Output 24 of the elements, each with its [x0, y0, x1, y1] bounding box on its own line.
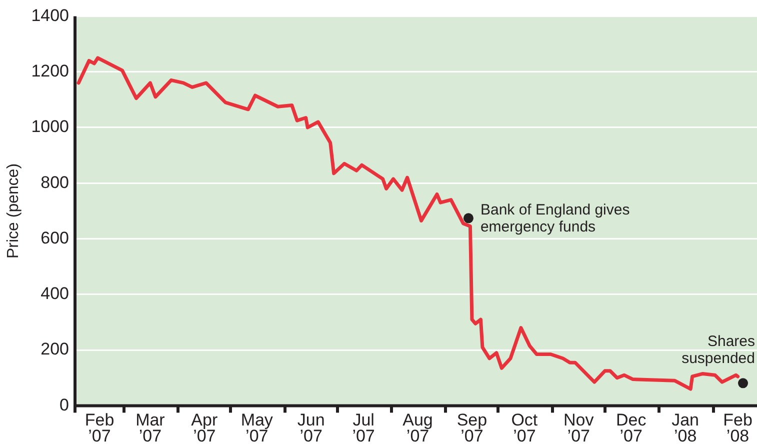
y-axis-title: Price (pence) — [5, 163, 22, 259]
y-tick-label: 600 — [40, 228, 70, 248]
x-tick-label: Feb ’07 — [84, 410, 114, 445]
x-tick-label: Apr ’07 — [191, 410, 218, 445]
x-tick-label: Mar ’07 — [136, 410, 166, 445]
x-tick-label: Nov ’07 — [564, 410, 594, 445]
annotation: Shares suspended — [682, 333, 755, 368]
x-tick-label: May ’07 — [240, 410, 274, 445]
x-tick-label: Dec ’07 — [616, 410, 647, 445]
y-tick-label: 200 — [40, 340, 70, 359]
x-tick-label: Sep ’07 — [456, 410, 488, 445]
y-tick-label: 400 — [40, 284, 70, 304]
y-tick-label: 800 — [40, 172, 70, 192]
x-tick-label: Jan ’08 — [672, 410, 700, 445]
y-tick-label: 1400 — [31, 6, 70, 25]
x-tick-label: Feb ’08 — [723, 410, 752, 445]
x-tick-label: Aug ’07 — [402, 410, 433, 445]
y-tick-label: 0 — [60, 395, 70, 414]
x-tick-label: Jul ’07 — [352, 410, 375, 445]
y-tick-label: 1000 — [31, 117, 70, 136]
y-tick-label: 1200 — [31, 62, 70, 81]
x-tick-label: Jun ’07 — [297, 410, 325, 445]
x-tick-label: Oct ’07 — [511, 410, 538, 445]
annotation: Bank of England gives emergency funds — [480, 201, 630, 236]
